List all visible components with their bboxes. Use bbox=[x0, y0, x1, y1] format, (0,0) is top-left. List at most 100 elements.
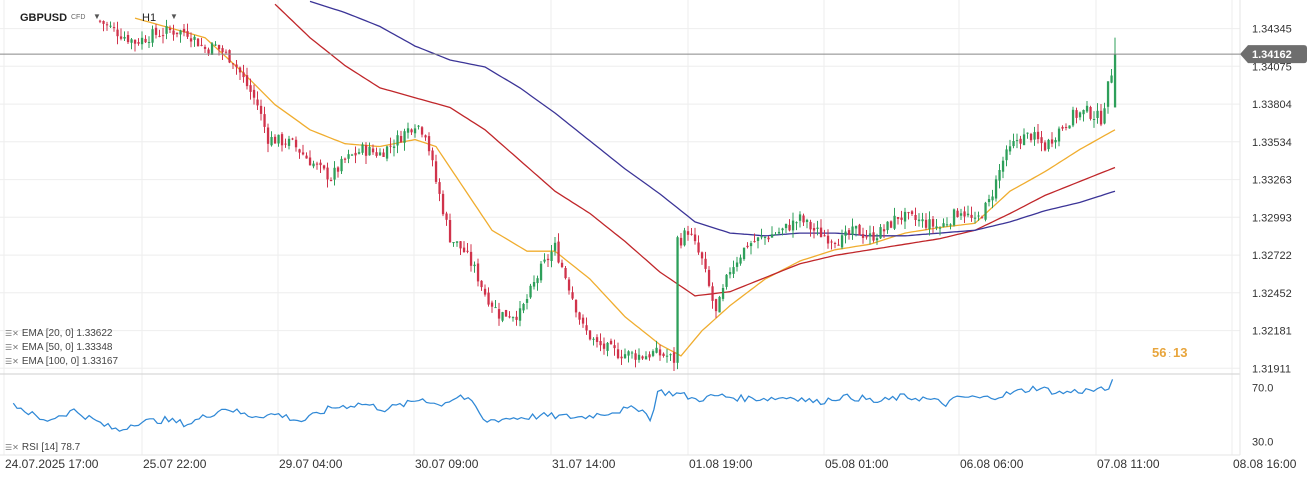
menu-close-icon[interactable]: ☰✕ bbox=[5, 357, 19, 366]
candles bbox=[98, 19, 1117, 371]
candle-body bbox=[907, 212, 910, 214]
candle-body bbox=[238, 67, 242, 73]
candle-body bbox=[627, 351, 630, 356]
candle-body bbox=[581, 317, 585, 324]
x-tick-label: 29.07 04:00 bbox=[279, 457, 343, 471]
candle-body bbox=[721, 288, 725, 299]
menu-close-icon[interactable]: ☰✕ bbox=[5, 343, 19, 352]
countdown-minutes: 56 bbox=[1152, 345, 1167, 360]
candle-body bbox=[910, 211, 914, 214]
candle-body bbox=[658, 349, 662, 356]
candle-body bbox=[1047, 139, 1050, 150]
timeframe-label[interactable]: H1 bbox=[142, 12, 157, 24]
rsi-legend[interactable]: ☰✕ RSI [14] 78.7 bbox=[5, 442, 80, 453]
ema50-legend[interactable]: ☰✕ EMA [50, 0] 1.33348 bbox=[5, 342, 113, 353]
symbol-label[interactable]: GBPUSD bbox=[20, 12, 68, 24]
candle-body bbox=[564, 268, 567, 279]
candle-body bbox=[1113, 54, 1117, 108]
candle-body bbox=[739, 257, 742, 264]
candle-body bbox=[683, 230, 686, 246]
candle-body bbox=[210, 43, 214, 55]
candle-body bbox=[336, 167, 340, 172]
y-tick-label: 1.34345 bbox=[1252, 24, 1292, 36]
candle-body bbox=[224, 51, 228, 53]
candle-body bbox=[980, 217, 984, 219]
candle-body bbox=[441, 193, 445, 215]
candle-body bbox=[665, 355, 669, 357]
candle-body bbox=[725, 274, 728, 287]
menu-close-icon[interactable]: ☰✕ bbox=[5, 443, 19, 452]
candle-body bbox=[1089, 107, 1092, 119]
candle-body bbox=[1012, 141, 1015, 147]
candle-body bbox=[284, 143, 287, 145]
candle-body bbox=[847, 230, 851, 235]
candle-body bbox=[648, 354, 651, 358]
candle-body bbox=[438, 182, 441, 194]
candle-body bbox=[732, 267, 735, 274]
menu-close-icon[interactable]: ☰✕ bbox=[5, 329, 19, 338]
candle-body bbox=[606, 342, 609, 351]
candle-body bbox=[1015, 140, 1019, 142]
candle-body bbox=[599, 341, 602, 346]
candle-body bbox=[746, 245, 749, 248]
candle-body bbox=[123, 37, 126, 39]
candle-body bbox=[361, 144, 364, 153]
candle-body bbox=[137, 42, 140, 44]
candle-body bbox=[1054, 140, 1057, 143]
candle-body bbox=[144, 38, 147, 43]
candle-body bbox=[798, 214, 802, 221]
ema100-line bbox=[309, 0, 1116, 237]
candle-body bbox=[501, 312, 504, 321]
candle-body bbox=[585, 325, 588, 331]
candle-body bbox=[662, 353, 665, 356]
candle-body bbox=[784, 223, 788, 229]
candle-body bbox=[532, 282, 536, 287]
candle-body bbox=[522, 304, 525, 311]
candle-body bbox=[487, 292, 490, 305]
candle-body bbox=[991, 196, 994, 201]
candle-body bbox=[420, 127, 424, 135]
candle-body bbox=[613, 345, 616, 349]
candle-body bbox=[235, 64, 238, 68]
candle-body bbox=[242, 72, 245, 78]
candle-body bbox=[949, 224, 952, 226]
candle-body bbox=[343, 158, 347, 160]
candle-body bbox=[634, 353, 637, 360]
candle-body bbox=[998, 170, 1001, 181]
candle-body bbox=[182, 28, 186, 33]
y-tick-label: 1.33263 bbox=[1252, 175, 1292, 187]
candle-body bbox=[917, 219, 921, 222]
candle-body bbox=[287, 138, 291, 146]
candle-body bbox=[322, 165, 326, 169]
candle-body bbox=[602, 343, 606, 349]
candle-body bbox=[875, 238, 879, 241]
candle-body bbox=[308, 157, 312, 166]
y-tick-label: 1.32452 bbox=[1252, 288, 1292, 300]
ema20-legend[interactable]: ☰✕ EMA [20, 0] 1.33622 bbox=[5, 328, 113, 339]
candle-body bbox=[742, 247, 746, 260]
candle-body bbox=[312, 163, 315, 167]
candle-body bbox=[119, 36, 123, 39]
symbol-dropdown-icon[interactable]: ▼ bbox=[93, 12, 101, 21]
candle-body bbox=[427, 136, 431, 152]
rsi-line bbox=[12, 379, 1114, 432]
candle-body bbox=[924, 219, 928, 228]
timeframe-dropdown-icon[interactable]: ▼ bbox=[170, 12, 178, 21]
candle-body bbox=[231, 63, 235, 65]
y-tick-label: 1.34075 bbox=[1252, 61, 1292, 73]
ema100-legend[interactable]: ☰✕ EMA [100, 0] 1.33167 bbox=[5, 356, 118, 367]
candle-body bbox=[333, 167, 336, 180]
candle-body bbox=[371, 148, 375, 153]
candle-body bbox=[630, 352, 634, 354]
candle-body bbox=[329, 180, 333, 181]
ema20-line bbox=[134, 17, 1116, 357]
candle-body bbox=[938, 227, 942, 229]
candle-body bbox=[406, 128, 410, 133]
candle-body bbox=[109, 25, 112, 27]
candle-body bbox=[249, 85, 252, 92]
candle-body bbox=[382, 152, 385, 157]
x-tick-label: 01.08 19:00 bbox=[689, 457, 753, 471]
candle-body bbox=[259, 105, 263, 114]
candle-body bbox=[319, 162, 322, 166]
